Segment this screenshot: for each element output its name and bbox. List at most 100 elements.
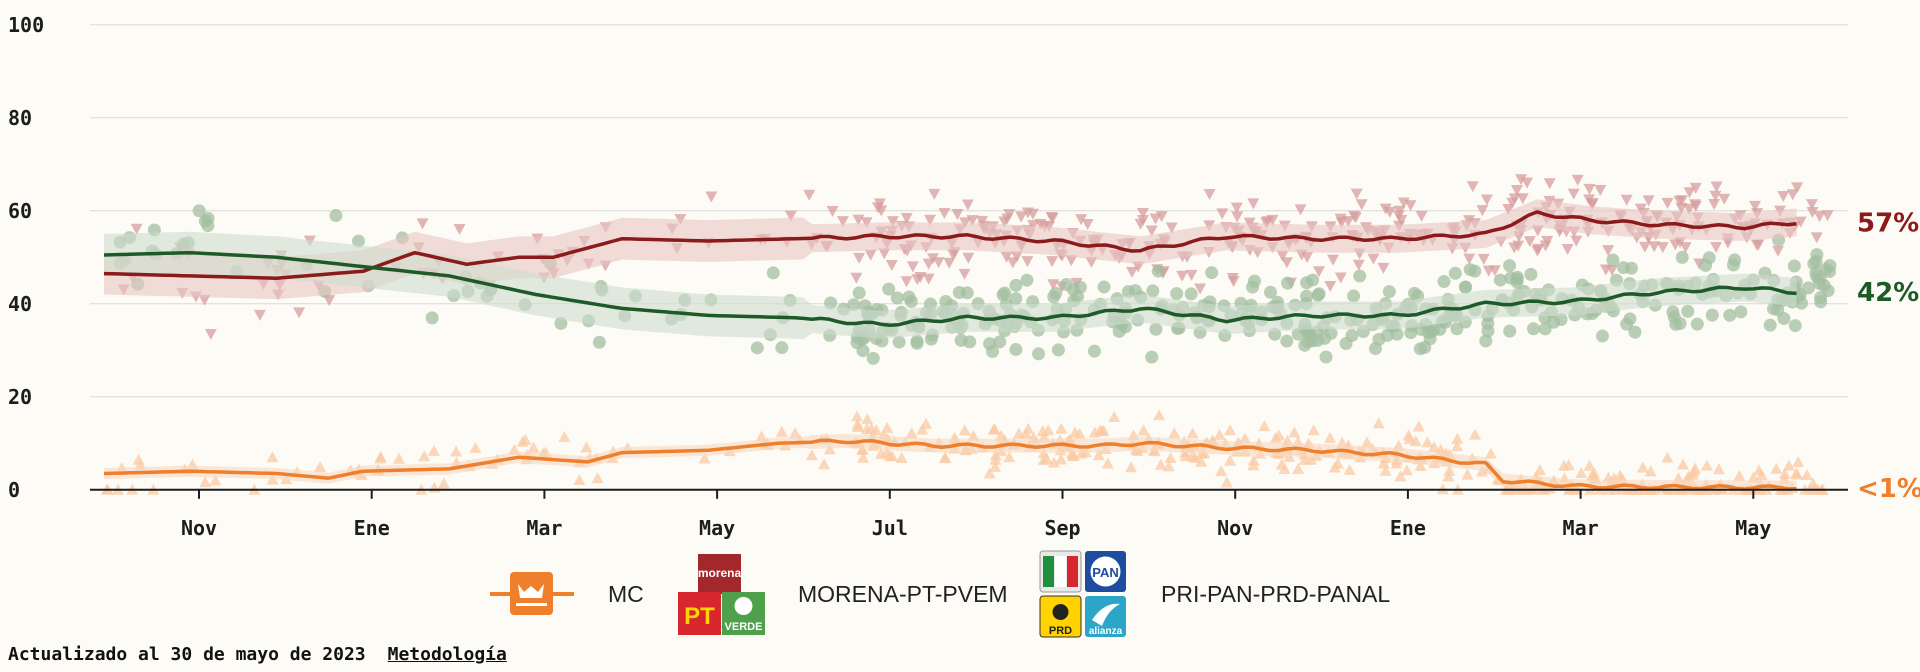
poll-dot [1451, 432, 1464, 444]
poll-dot [1772, 245, 1785, 257]
poll-dot [592, 335, 606, 349]
poll-dot [1466, 181, 1479, 193]
poll-dot [750, 341, 764, 355]
poll-dot [938, 207, 951, 219]
poll-dot [1247, 198, 1260, 210]
poll-dot [1312, 266, 1325, 278]
poll-dot [1065, 447, 1078, 459]
poll-dot [851, 410, 864, 422]
poll-dot [1807, 257, 1821, 271]
poll-dot [1382, 285, 1396, 299]
poll-dot [900, 276, 913, 288]
poll-dot [1266, 214, 1279, 226]
poll-dot [1791, 182, 1804, 194]
poll-dot [784, 210, 797, 222]
poll-dot [1606, 253, 1620, 267]
poll-dot [775, 341, 789, 355]
poll-dot [1153, 409, 1166, 421]
poll-dot [192, 204, 206, 218]
poll-dot [1361, 436, 1374, 448]
legend-item-mc[interactable]: MC [490, 572, 644, 615]
poll-dot [253, 309, 266, 321]
poll-dot [1203, 189, 1216, 201]
poll-dot [1586, 199, 1599, 211]
poll-dot [856, 443, 869, 455]
poll-dot [1348, 210, 1361, 222]
poll-dot [1075, 214, 1088, 226]
poll-dot [130, 223, 143, 235]
poll-dot [1404, 200, 1417, 212]
poll-dot [1112, 324, 1126, 338]
poll-dot [892, 335, 906, 349]
poll-dot [1092, 449, 1105, 461]
poll-dot [1538, 322, 1552, 336]
poll-dot [1355, 199, 1368, 211]
poll-dot [1808, 483, 1821, 495]
poll-dot [853, 252, 866, 264]
poll-dot [924, 332, 938, 346]
poll-dot [1477, 253, 1490, 265]
poll-dot [1763, 318, 1777, 332]
poll-dot [1788, 319, 1802, 333]
poll-dot [1145, 225, 1158, 237]
poll-dot [1428, 441, 1441, 453]
poll-dot [1642, 195, 1655, 207]
legend-item-morena[interactable]: morena PT VERDE MORENA-PT-PVEM [678, 554, 1008, 635]
poll-dot [890, 291, 904, 305]
poll-dot [962, 252, 975, 264]
poll-dot [1813, 211, 1826, 223]
poll-dot [1661, 451, 1674, 463]
poll-dot [558, 430, 571, 442]
poll-dot [1379, 464, 1392, 476]
x-tick-label: May [699, 516, 735, 540]
poll-dot [1213, 428, 1226, 440]
poll-dot [1394, 470, 1407, 482]
poll-dot [989, 460, 1002, 472]
x-tick-label: May [1735, 516, 1771, 540]
poll-dot [1539, 240, 1552, 252]
poll-dot [1533, 464, 1546, 476]
footer: Actualizado al 30 de mayo de 2023 Metodol… [8, 644, 507, 665]
poll-dot [1710, 241, 1723, 253]
poll-dot [1276, 250, 1289, 262]
poll-dot [1712, 463, 1725, 475]
poll-dot [1227, 276, 1240, 288]
poll-dot [1510, 275, 1524, 289]
poll-dot [1778, 468, 1791, 480]
poll-dot [1009, 292, 1023, 306]
legend-item-pri-pan[interactable]: PAN PRD alianza PRI-PAN-PRD-PANAL [1039, 550, 1390, 638]
legend: MC morena PT VERDE MORENA-PT-PVEM [490, 550, 1390, 638]
legend-label-morena: MORENA-PT-PVEM [798, 581, 1008, 607]
poll-dot [1097, 280, 1111, 294]
poll-dot [1132, 261, 1145, 273]
poll-dot [1687, 465, 1700, 477]
y-axis: 0 20 40 60 80 100 [8, 13, 44, 502]
x-tick-label: Mar [526, 516, 562, 540]
poll-dot [1594, 184, 1607, 196]
poll-dot [1097, 424, 1110, 436]
series-end-label: 42% [1857, 278, 1919, 308]
poll-dot [1216, 208, 1229, 220]
y-tick-label: 100 [8, 13, 44, 37]
poll-dot [1683, 203, 1696, 215]
poll-dot [1792, 456, 1805, 468]
poll-dot [1021, 256, 1034, 268]
poll-dot [1300, 276, 1314, 290]
methodology-link[interactable]: Metodología [387, 644, 507, 665]
poll-dot [705, 191, 718, 203]
poll-dot [1421, 436, 1434, 448]
poll-dot [1327, 254, 1340, 266]
poll-dot [1037, 453, 1050, 465]
poll-dot [910, 334, 924, 348]
poll-dot [960, 286, 974, 300]
poll-dot [1215, 465, 1228, 477]
legend-label-pri-pan: PRI-PAN-PRD-PANAL [1161, 581, 1390, 607]
poll-dot [1800, 469, 1813, 481]
poll-dot [1436, 483, 1449, 495]
poll-dot [1402, 429, 1415, 441]
poll-dot [1121, 285, 1135, 299]
poll-dot [836, 216, 849, 228]
poll-dot [1710, 181, 1723, 193]
poll-dot [437, 477, 450, 489]
poll-dot [1288, 426, 1301, 438]
